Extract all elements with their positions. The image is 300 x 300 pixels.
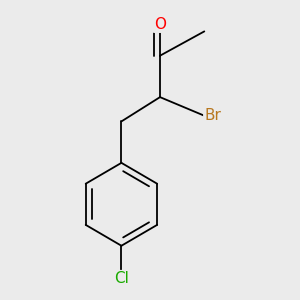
Text: O: O [154,17,166,32]
Text: Cl: Cl [114,271,129,286]
Text: Br: Br [204,108,221,123]
